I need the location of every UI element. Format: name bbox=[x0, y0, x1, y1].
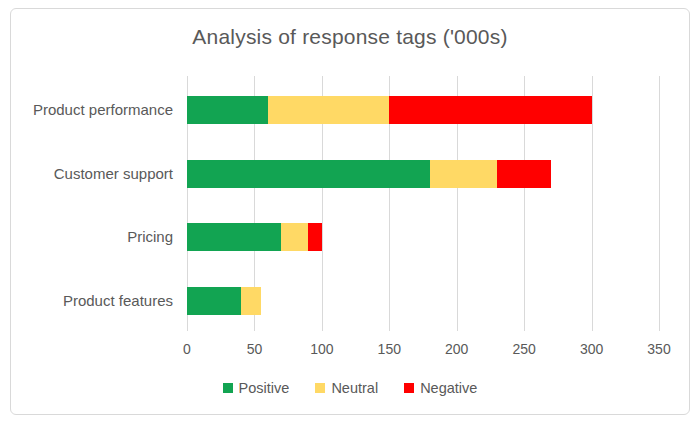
bar-segment-negative bbox=[497, 160, 551, 188]
x-tick-label: 300 bbox=[567, 341, 617, 357]
x-tick-label: 0 bbox=[162, 341, 212, 357]
bar-segment-positive bbox=[187, 223, 281, 251]
legend-swatch-icon bbox=[223, 383, 233, 393]
bar-row bbox=[187, 223, 322, 251]
bar-segment-neutral bbox=[281, 223, 308, 251]
gridline-x-300 bbox=[592, 76, 593, 331]
legend-swatch-icon bbox=[404, 383, 414, 393]
plot-area: Product performanceCustomer supportPrici… bbox=[187, 76, 659, 331]
bar-segment-positive bbox=[187, 287, 241, 315]
category-label: Pricing bbox=[11, 228, 173, 246]
category-label: Customer support bbox=[11, 165, 173, 183]
chart-canvas: Analysis of response tags ('000s) Produc… bbox=[0, 0, 700, 424]
legend-label: Neutral bbox=[331, 380, 378, 396]
bar-segment-negative bbox=[308, 223, 321, 251]
legend-swatch-icon bbox=[315, 383, 325, 393]
x-tick-label: 50 bbox=[229, 341, 279, 357]
bar-row bbox=[187, 96, 592, 124]
bar-segment-positive bbox=[187, 96, 268, 124]
chart-title: Analysis of response tags ('000s) bbox=[11, 25, 689, 49]
bar-segment-neutral bbox=[430, 160, 497, 188]
gridline-x-350 bbox=[659, 76, 660, 331]
bar-segment-negative bbox=[389, 96, 591, 124]
x-tick-label: 100 bbox=[297, 341, 347, 357]
category-label: Product performance bbox=[11, 101, 173, 119]
x-tick-label: 350 bbox=[634, 341, 684, 357]
bar-row bbox=[187, 287, 261, 315]
legend-label: Negative bbox=[420, 380, 477, 396]
x-tick-label: 150 bbox=[364, 341, 414, 357]
legend-item-negative: Negative bbox=[404, 380, 477, 396]
legend: Positive Neutral Negative bbox=[11, 380, 689, 396]
legend-item-neutral: Neutral bbox=[315, 380, 378, 396]
bar-segment-positive bbox=[187, 160, 430, 188]
bar-segment-neutral bbox=[268, 96, 389, 124]
bar-segment-neutral bbox=[241, 287, 261, 315]
bar-row bbox=[187, 160, 551, 188]
category-label: Product features bbox=[11, 292, 173, 310]
x-tick-label: 200 bbox=[432, 341, 482, 357]
legend-item-positive: Positive bbox=[223, 380, 290, 396]
x-tick-label: 250 bbox=[499, 341, 549, 357]
chart-card: Analysis of response tags ('000s) Produc… bbox=[10, 8, 690, 415]
legend-label: Positive bbox=[239, 380, 290, 396]
